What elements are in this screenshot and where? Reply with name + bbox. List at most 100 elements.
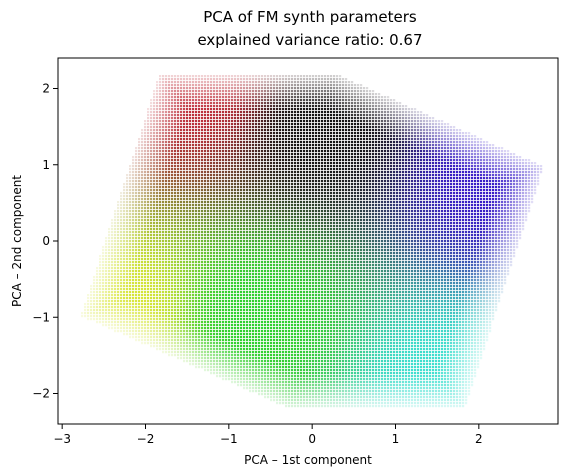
data-point — [291, 204, 294, 207]
data-point — [201, 81, 204, 84]
data-point — [522, 198, 525, 201]
data-point — [180, 147, 183, 150]
data-point — [306, 186, 309, 189]
data-point — [183, 156, 186, 159]
data-point — [234, 123, 237, 126]
data-point — [264, 204, 267, 207]
data-point — [306, 147, 309, 150]
data-point — [417, 168, 420, 171]
data-point — [294, 168, 297, 171]
data-point — [282, 120, 285, 123]
data-point — [339, 177, 342, 180]
data-point — [255, 144, 258, 147]
data-point — [288, 171, 291, 174]
data-point — [156, 147, 159, 150]
data-point — [363, 204, 366, 207]
data-point — [375, 207, 378, 210]
data-point — [372, 144, 375, 147]
data-point — [243, 147, 246, 150]
data-point — [198, 144, 201, 147]
data-point — [372, 180, 375, 183]
data-point — [318, 114, 321, 117]
data-point — [246, 201, 249, 204]
data-point — [321, 195, 324, 198]
data-point — [402, 138, 405, 141]
data-point — [228, 129, 231, 132]
data-point — [177, 87, 180, 90]
data-point — [210, 201, 213, 204]
data-point — [462, 162, 465, 165]
data-point — [315, 150, 318, 153]
data-point — [468, 141, 471, 144]
data-point — [312, 123, 315, 126]
data-point — [441, 207, 444, 210]
data-point — [333, 111, 336, 114]
data-point — [267, 165, 270, 168]
data-point — [288, 81, 291, 84]
data-point — [171, 132, 174, 135]
data-point — [279, 165, 282, 168]
data-point — [414, 141, 417, 144]
data-point — [225, 192, 228, 195]
data-point — [435, 159, 438, 162]
data-point — [264, 90, 267, 93]
data-point — [165, 96, 168, 99]
data-point — [429, 201, 432, 204]
data-point — [372, 153, 375, 156]
data-point — [435, 162, 438, 165]
data-point — [249, 78, 252, 81]
data-point — [336, 153, 339, 156]
data-point — [441, 135, 444, 138]
data-point — [468, 180, 471, 183]
data-point — [432, 129, 435, 132]
data-point — [351, 120, 354, 123]
data-point — [396, 144, 399, 147]
data-point — [264, 96, 267, 99]
data-point — [183, 150, 186, 153]
data-point — [261, 138, 264, 141]
data-point — [396, 186, 399, 189]
data-point — [231, 144, 234, 147]
data-point — [153, 111, 156, 114]
data-point — [324, 174, 327, 177]
data-point — [258, 96, 261, 99]
data-point — [228, 84, 231, 87]
data-point — [255, 159, 258, 162]
data-point — [417, 138, 420, 141]
data-point — [291, 105, 294, 108]
data-point — [429, 204, 432, 207]
data-point — [444, 135, 447, 138]
data-point — [294, 84, 297, 87]
data-point — [390, 99, 393, 102]
data-point — [333, 93, 336, 96]
data-point — [261, 192, 264, 195]
data-point — [198, 93, 201, 96]
data-point — [219, 126, 222, 129]
data-point — [459, 165, 462, 168]
data-point — [468, 144, 471, 147]
data-point — [141, 153, 144, 156]
data-point — [252, 168, 255, 171]
data-point — [303, 81, 306, 84]
data-point — [477, 189, 480, 192]
data-point — [483, 198, 486, 201]
data-point — [222, 129, 225, 132]
data-point — [276, 174, 279, 177]
data-point — [156, 183, 159, 186]
data-point — [288, 141, 291, 144]
data-point — [375, 174, 378, 177]
data-point — [423, 165, 426, 168]
data-point — [180, 198, 183, 201]
data-point — [399, 120, 402, 123]
data-point — [468, 174, 471, 177]
data-point — [501, 171, 504, 174]
data-point — [489, 198, 492, 201]
data-point — [285, 105, 288, 108]
data-point — [312, 207, 315, 210]
data-point — [372, 90, 375, 93]
data-point — [144, 189, 147, 192]
data-point — [291, 102, 294, 105]
data-point — [408, 177, 411, 180]
data-point — [294, 87, 297, 90]
data-point — [432, 120, 435, 123]
